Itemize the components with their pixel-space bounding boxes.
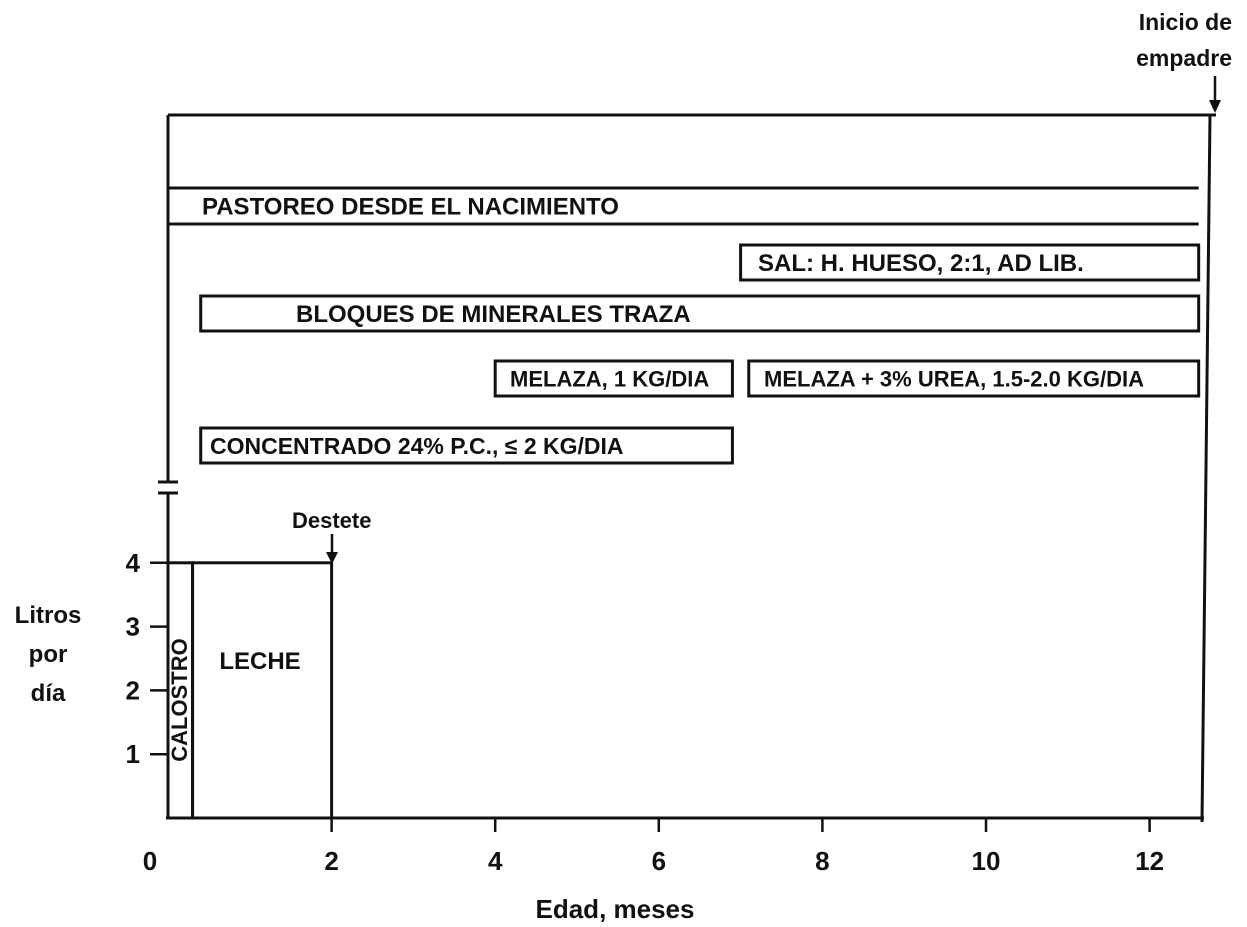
x-tick-label: 4 [488,846,503,876]
x-axis-title: Edad, meses [536,894,695,924]
inicio-empadre-label: Inicio de [1139,9,1232,35]
destete-arrow-head [326,552,338,564]
feeding-bar [747,359,1201,398]
x-tick-label: 12 [1135,846,1164,876]
y-tick-label: 1 [126,739,140,769]
y-axis-title-line2: por [29,641,68,668]
feeding-bar [199,426,734,465]
feeding-bar-label: MELAZA, 1 KG/DIA [510,366,709,391]
x-tick-label: 10 [972,846,1001,876]
feeding-bar [493,359,734,398]
feeding-bar-label: PASTOREO DESDE EL NACIMIENTO [202,194,619,221]
feeding-bar-label: SAL: H. HUESO, 2:1, AD LIB. [758,250,1084,277]
feeding-bar-label: MELAZA + 3% UREA, 1.5-2.0 KG/DIA [764,366,1144,391]
y-tick-label: 3 [126,612,140,642]
empadre-arrow-head [1209,100,1221,113]
inicio-empadre-label-line2: empadre [1136,45,1232,71]
feeding-bar [739,243,1201,282]
x-tick-label: 2 [324,846,338,876]
feeding-bar-label: CONCENTRADO 24% P.C., ≤ 2 KG/DIA [210,433,624,459]
y-tick-label: 2 [126,675,140,705]
x-tick-label: 6 [652,846,666,876]
calostro-label: CALOSTRO [167,638,192,761]
x-tick-label: 8 [815,846,829,876]
y-axis-title-line3: día [31,680,66,707]
leche-label: LECHE [219,648,300,675]
y-axis-title-line1: Litros [15,602,82,629]
y-tick-label: 4 [126,548,141,578]
upper-frame-right [1200,114,1212,823]
x-tick-label: 0 [143,846,157,876]
feeding-bar-label: BLOQUES DE MINERALES TRAZA [296,301,691,328]
feeding-bar [199,294,1201,333]
destete-label: Destete [292,508,371,533]
leche-box [191,561,334,820]
